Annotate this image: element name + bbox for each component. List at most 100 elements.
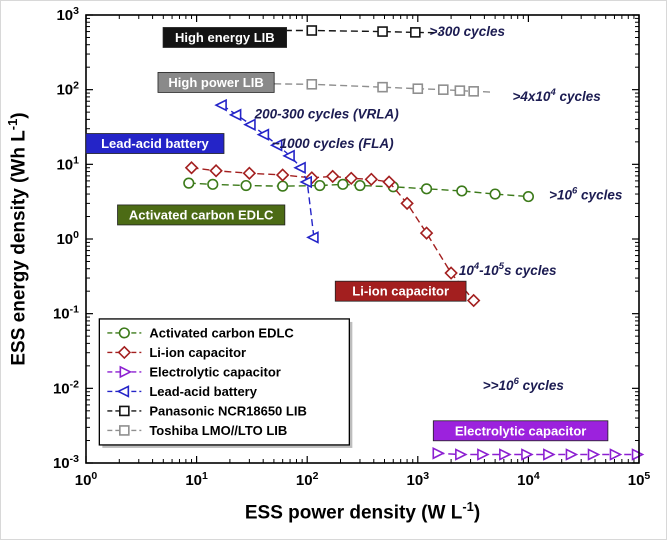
x-axis-label-sup: -1 (462, 499, 474, 514)
annotation-200-300-cycles-vrla: 200-300 cycles (VRLA) (254, 107, 400, 122)
marker-circle (118, 327, 130, 339)
marker-circle (314, 179, 326, 192)
marker-diamond (325, 169, 340, 184)
legend-item-toshiba-lmo-lto-lib: Toshiba LMO//LTO LIB (107, 423, 287, 438)
marker-diamond (242, 166, 257, 180)
series-label-electrolytic-capacitor: Electrolytic capacitor (432, 420, 609, 442)
series-label-li-ion-capacitor: Li-ion capacitor (334, 280, 467, 302)
legend-item-label: Electrolytic capacitor (149, 364, 281, 379)
legend: Activated carbon EDLC Li-ion capacitor Ele… (98, 318, 353, 448)
y-tick-label: 100 (56, 229, 79, 248)
series-li-ion-capacitor (184, 161, 481, 308)
y-tick-label: 103 (56, 5, 79, 24)
marker-square (468, 86, 479, 97)
x-axis-label-close: ) (473, 502, 481, 524)
marker-square (306, 78, 318, 90)
annotation-300-cycles: >300 cycles (430, 24, 506, 39)
legend-item-label: Lead-acid battery (149, 384, 257, 399)
marker-diamond (117, 345, 132, 360)
legend-item-li-ion-capacitor: Li-ion capacitor (107, 345, 246, 360)
x-tick-label: 101 (185, 470, 208, 489)
marker-square (410, 27, 421, 38)
annotation-10-4-10-5s-cycles: 104-105s cycles (459, 261, 557, 278)
marker-diamond (364, 172, 379, 187)
legend-item-label: Li-ion capacitor (149, 345, 246, 360)
series-label-text: High energy LIB (175, 30, 275, 45)
y-axis-label-text: ESS energy density (Wh L (8, 130, 30, 366)
series-panasonic-ncr18650-lib (229, 25, 441, 38)
marker-circle (183, 177, 195, 189)
marker-circle (207, 178, 219, 190)
marker-circle (456, 185, 468, 197)
legend-item-panasonic-ncr18650-lib: Panasonic NCR18650 LIB (107, 403, 307, 418)
legend-box (98, 318, 350, 446)
y-axis-label-sup: -1 (5, 118, 20, 131)
svg-text:104-105s cycles: 104-105s cycles (459, 261, 557, 278)
marker-tri-right (499, 448, 512, 461)
marker-tri-right (543, 448, 556, 461)
marker-tri-left (116, 385, 130, 398)
marker-diamond (444, 266, 458, 280)
marker-circle (337, 178, 349, 190)
y-tick-label: 102 (56, 80, 79, 99)
y-tick-label: 10-3 (53, 453, 79, 472)
marker-tri-right (587, 448, 601, 461)
marker-square (119, 425, 130, 436)
legend-item-label: Toshiba LMO//LTO LIB (149, 423, 287, 438)
marker-circle (489, 188, 501, 200)
series-label-text: Electrolytic capacitor (455, 423, 587, 438)
marker-tri-left (243, 118, 256, 131)
marker-diamond (184, 161, 199, 175)
marker-circle (522, 190, 535, 203)
marker-tri-left (299, 175, 313, 189)
marker-diamond (209, 164, 223, 178)
y-axis-label: ESS energy density (Wh L-1) (5, 6, 30, 472)
x-tick-label: 100 (75, 470, 98, 489)
marker-diamond (419, 226, 434, 240)
marker-tri-left (214, 98, 227, 112)
svg-text:>300 cycles: >300 cycles (430, 24, 506, 39)
marker-tri-right (455, 448, 468, 461)
series-label-text: High power LIB (168, 75, 263, 90)
x-tick-label: 105 (628, 470, 651, 489)
plot-frame (85, 14, 640, 464)
annotation-4x10-4-cycles: >4x104 cycles (513, 87, 602, 104)
series-label-lead-acid-battery: Lead-acid battery (85, 133, 225, 154)
marker-circle (240, 179, 252, 192)
svg-text:>4x104 cycles: >4x104 cycles (513, 87, 602, 104)
y-tick-label: 10-1 (53, 304, 79, 323)
annotation-10-6-cycles: >106 cycles (549, 185, 623, 202)
x-tick-label: 104 (517, 470, 540, 489)
y-tick-label: 10-2 (53, 378, 79, 397)
marker-square (437, 84, 449, 95)
series-label-text: Li-ion capacitor (352, 284, 449, 299)
marker-tri-right (565, 448, 579, 461)
y-axis-label-close: ) (8, 112, 30, 119)
svg-text:~1000 cycles (FLA): ~1000 cycles (FLA) (272, 136, 394, 151)
marker-tri-right (609, 448, 623, 461)
marker-square (119, 405, 130, 417)
y-tick-label: 101 (56, 154, 79, 173)
legend-item-label: Activated carbon EDLC (149, 325, 294, 340)
marker-tri-right (631, 448, 645, 461)
marker-diamond (466, 293, 481, 308)
marker-tri-right (477, 448, 490, 461)
marker-tri-right (432, 446, 446, 460)
marker-diamond (275, 168, 290, 182)
series-electrolytic-capacitor (432, 446, 645, 461)
marker-square (377, 26, 388, 37)
marker-circle (354, 179, 366, 192)
marker-tri-left (293, 161, 306, 175)
series-toshiba-lmo-lto-lib (219, 78, 491, 97)
svg-text:>106 cycles: >106 cycles (549, 185, 623, 202)
marker-tri-left (269, 138, 283, 152)
legend-item-electrolytic-capacitor: Electrolytic capacitor (107, 364, 281, 379)
svg-text:200-300 cycles (VRLA): 200-300 cycles (VRLA) (254, 107, 400, 122)
series-activated-carbon-edlc (183, 177, 535, 203)
legend-item-activated-carbon-edlc: Activated carbon EDLC (107, 325, 294, 340)
series-label-text: Activated carbon EDLC (129, 207, 274, 222)
series-label-text: Lead-acid battery (101, 136, 209, 151)
marker-diamond (400, 196, 414, 211)
